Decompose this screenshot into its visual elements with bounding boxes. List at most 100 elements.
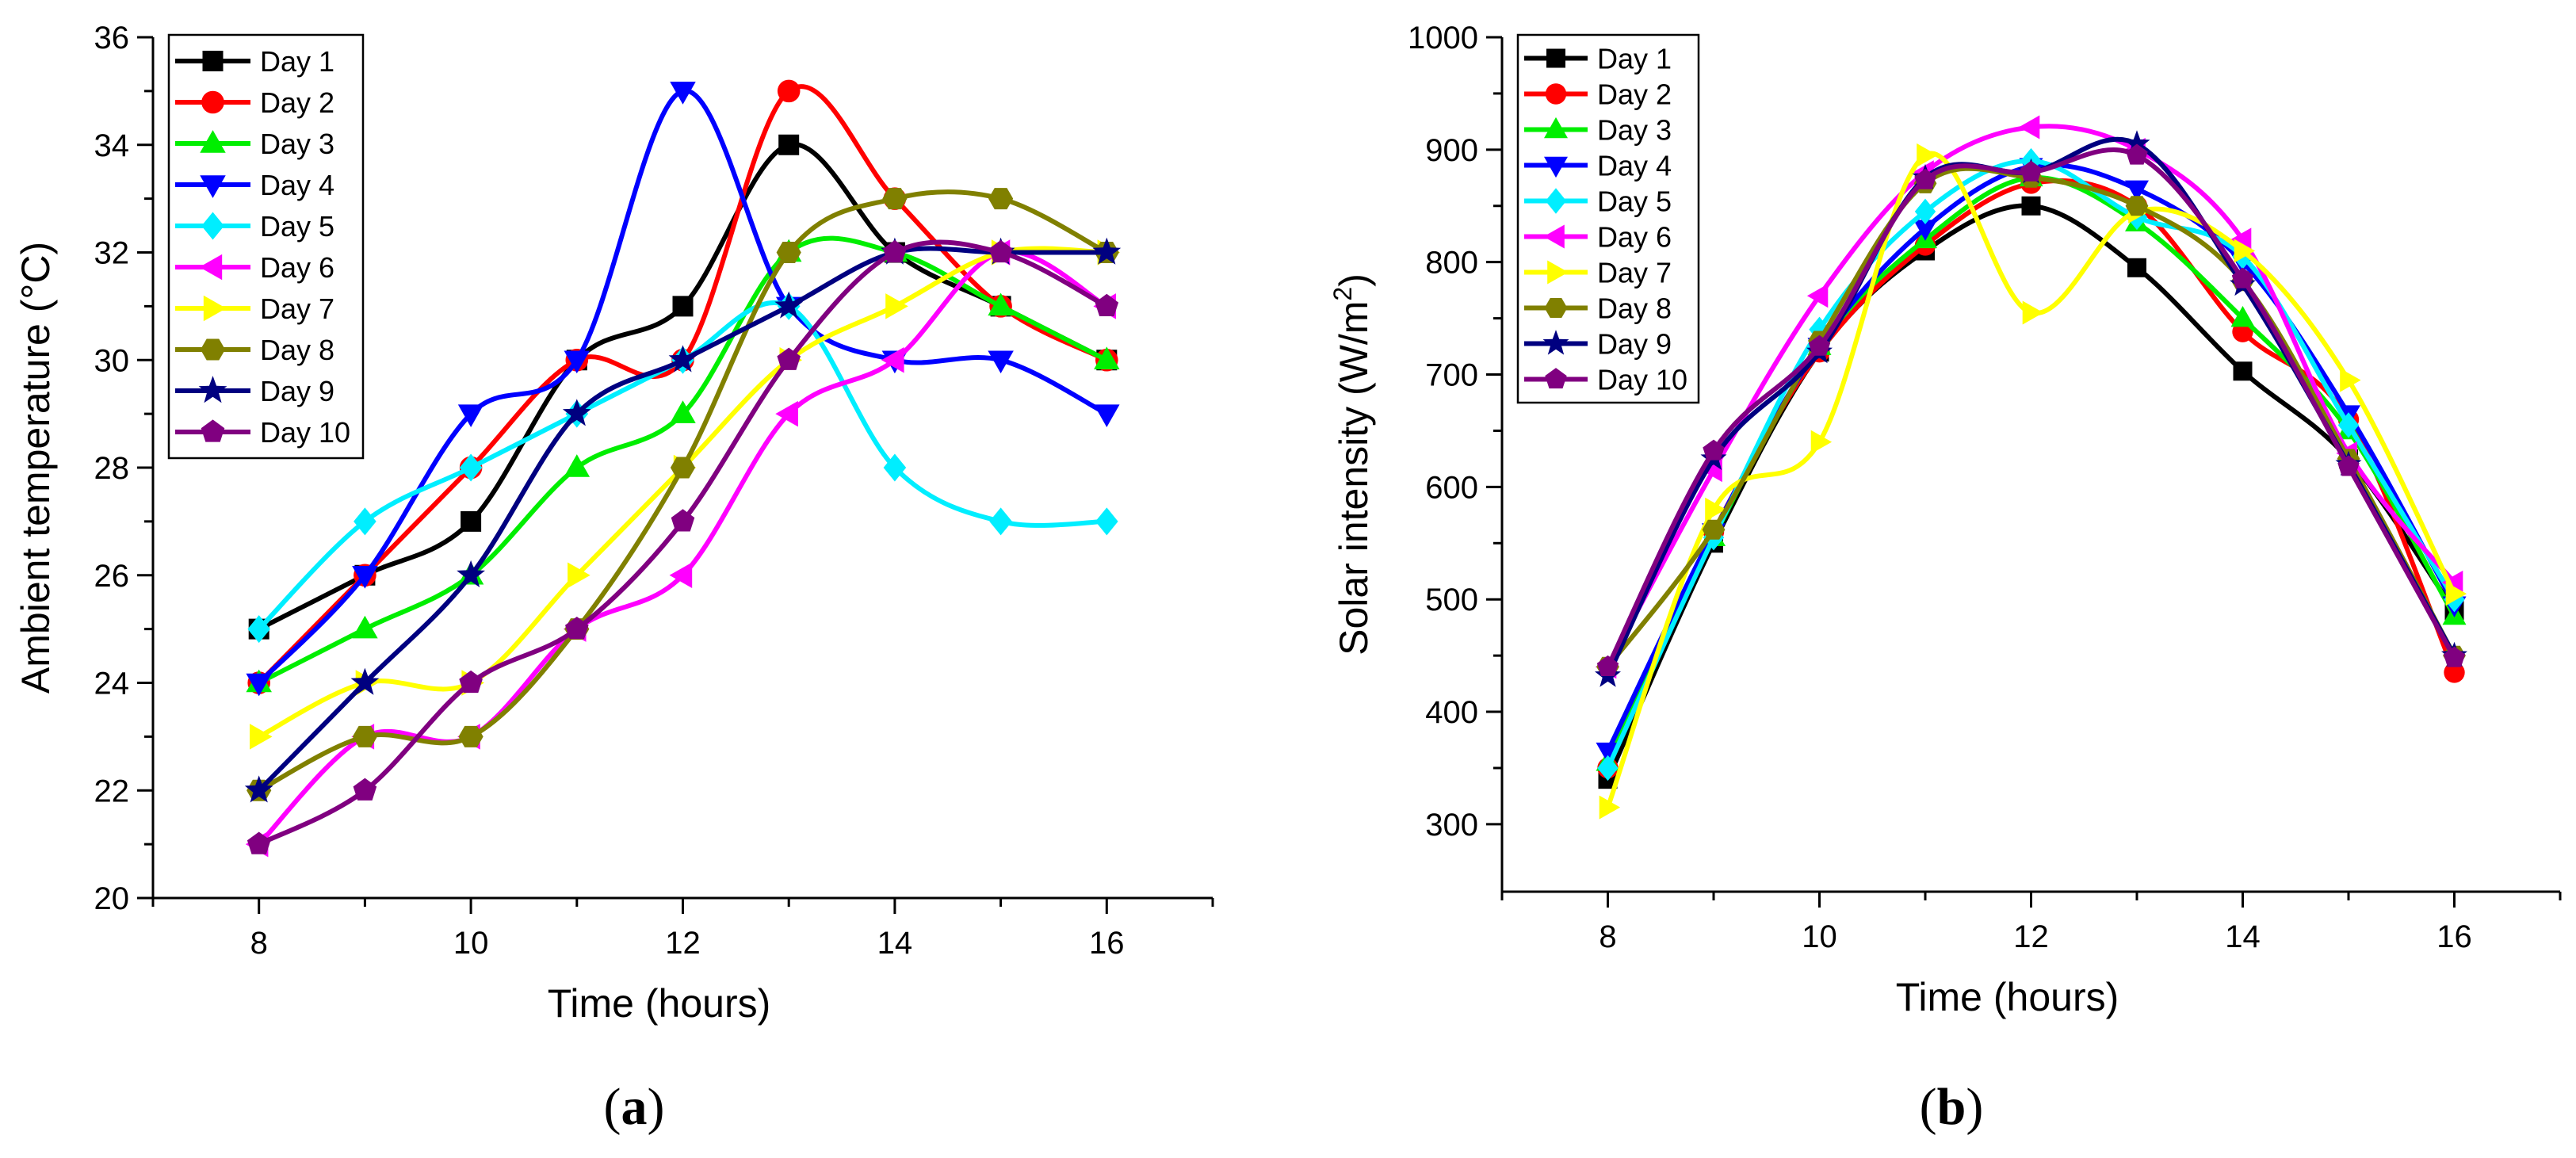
b-y-tick-label: 700 xyxy=(1425,358,1478,393)
b-data-point xyxy=(2234,239,2256,263)
panel-b-label-letter: b xyxy=(1937,1078,1966,1136)
a-y-axis-title: Ambient temperature (°C) xyxy=(13,242,58,694)
b-data-point xyxy=(1810,430,1833,454)
panel-a-label-letter: a xyxy=(621,1078,648,1136)
a-data-point xyxy=(457,560,485,587)
b-data-point xyxy=(1917,143,1938,167)
a-data-point xyxy=(989,507,1012,536)
b-data-point xyxy=(2125,180,2149,202)
b-legend-label: Day 2 xyxy=(1597,78,1672,111)
b-legend-marker xyxy=(1547,260,1569,285)
a-data-point xyxy=(988,239,1013,263)
b-data-point xyxy=(1914,198,1936,225)
a-data-point xyxy=(565,617,589,640)
a-data-point xyxy=(777,79,801,103)
b-data-point xyxy=(1914,168,1936,189)
a-legend-label: Day 9 xyxy=(260,375,334,407)
a-y-tick-label: 30 xyxy=(94,343,130,378)
b-data-point xyxy=(1702,519,1726,540)
a-data-point xyxy=(776,242,801,263)
a-series-day-10 xyxy=(247,239,1119,854)
b-legend-marker xyxy=(1546,48,1565,68)
b-legend-marker xyxy=(1543,224,1565,249)
b-y-tick-label: 800 xyxy=(1425,246,1478,281)
b-series-day-7 xyxy=(1599,143,2467,820)
b-legend-marker xyxy=(1544,298,1568,318)
a-data-point xyxy=(458,725,483,747)
a-series-day-2 xyxy=(247,79,1118,694)
a-y-tick-label: 22 xyxy=(94,774,130,808)
b-data-point xyxy=(2018,115,2040,139)
b-legend-marker xyxy=(1542,330,1569,355)
a-data-point xyxy=(246,673,272,697)
a-series-line-day-2 xyxy=(257,84,1108,685)
b-data-point xyxy=(1703,439,1725,461)
panel-b-solar-chart: 8 10 12 14 16 300 400 500 600 700 800 900 1000 Time (… xyxy=(1328,21,2562,1019)
a-data-point xyxy=(352,725,377,747)
a-data-point xyxy=(352,615,378,639)
a-legend-label: Day 3 xyxy=(260,128,334,160)
a-data-point xyxy=(562,399,591,426)
b-series-day-3 xyxy=(1596,165,2467,771)
a-legend-label: Day 10 xyxy=(260,416,350,449)
a-data-point xyxy=(459,670,483,694)
b-series-line-day-5 xyxy=(1605,158,2457,770)
b-y-axis-title-base: Solar intensity (W/m xyxy=(1332,301,1376,655)
a-legend-marker xyxy=(198,376,227,403)
a-data-point xyxy=(778,134,800,155)
a-x-tick-label: 10 xyxy=(453,926,489,961)
b-data-point xyxy=(2445,582,2467,606)
b-data-point xyxy=(2337,412,2360,438)
a-legend-marker xyxy=(200,338,226,361)
a-data-point xyxy=(1095,293,1119,316)
a-series-line-day-4 xyxy=(257,88,1108,685)
b-legend-marker xyxy=(1545,368,1567,389)
a-legend-marker xyxy=(200,175,226,198)
a-data-point xyxy=(881,347,904,373)
a-data-point xyxy=(247,615,270,644)
a-legend-label: Day 2 xyxy=(260,86,334,119)
b-y-tick-label: 1000 xyxy=(1408,21,1478,55)
a-legend-marker xyxy=(200,130,226,153)
b-legend-label: Day 7 xyxy=(1597,257,1672,289)
a-data-point xyxy=(988,188,1014,210)
a-data-point xyxy=(669,562,693,588)
panel-a-temperature-chart: 8 10 12 14 16 20 22 24 26 28 30 32 34 36 Time (hours) A… xyxy=(13,21,1214,1026)
b-legend-label: Day 1 xyxy=(1597,43,1672,75)
a-legend-marker xyxy=(201,419,225,442)
a-legend-marker xyxy=(201,90,224,114)
b-legend-label: Day 8 xyxy=(1597,292,1672,325)
a-data-point xyxy=(353,778,377,801)
a-legend-label: Day 4 xyxy=(260,169,334,201)
a-data-point xyxy=(459,453,483,482)
a-data-point xyxy=(672,296,694,317)
a-legend: Day 1 Day 2 Day 3 Day 4 Day 5 Day 6 Day 7 Day 8… xyxy=(167,33,365,460)
a-data-point xyxy=(774,291,804,319)
b-x-axis-title: Time (hours) xyxy=(1896,975,2119,1019)
a-data-point xyxy=(671,509,695,532)
panel-a-label-close: ) xyxy=(648,1078,665,1136)
a-data-point xyxy=(670,457,696,479)
a-data-point xyxy=(988,350,1014,374)
a-data-point xyxy=(670,400,696,423)
b-x-tick-label: 12 xyxy=(2013,919,2049,954)
b-legend-marker xyxy=(1544,117,1568,139)
a-y-tick-label: 26 xyxy=(94,559,130,594)
b-data-point xyxy=(2233,361,2253,381)
a-legend-marker xyxy=(202,51,224,71)
a-series-day-8 xyxy=(247,188,1119,801)
a-legend-label: Day 1 xyxy=(260,45,334,78)
a-legend-label: Day 6 xyxy=(260,251,334,284)
b-series-day-10 xyxy=(1596,143,2466,676)
b-series-day-5 xyxy=(1597,147,2465,782)
a-series-line-day-9 xyxy=(257,246,1107,793)
a-data-point xyxy=(882,188,908,210)
b-series-line-day-9 xyxy=(1605,136,2457,678)
b-data-point xyxy=(2340,368,2361,392)
b-data-point xyxy=(2443,646,2466,667)
a-data-point xyxy=(244,775,273,803)
a-series-line-day-8 xyxy=(258,189,1108,793)
b-data-point xyxy=(2123,130,2150,155)
